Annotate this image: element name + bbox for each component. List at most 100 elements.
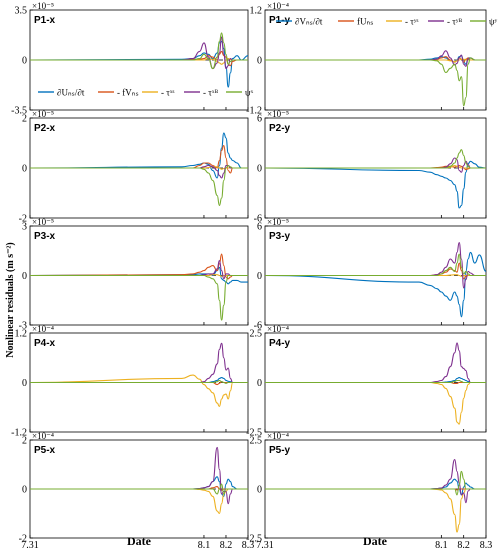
series-line-5	[30, 274, 248, 321]
y-tick-label: -2.5	[246, 534, 262, 545]
y-tick-label: 0	[257, 56, 262, 67]
legend-label: ψˣ	[245, 88, 254, 98]
y-tick-label: -2	[19, 214, 27, 225]
panel-title: P2-y	[269, 123, 291, 134]
x-tick-label: 8.2	[457, 540, 470, 548]
legend-label: - fVₙₛ	[117, 88, 139, 98]
x-tick-label: 7.31	[256, 540, 274, 548]
x-tick-label: 7.31	[21, 540, 39, 548]
series-line-4	[265, 50, 486, 67]
y-tick-label: 0	[257, 485, 262, 496]
series-group	[30, 253, 248, 321]
series-group	[30, 32, 248, 88]
series-line-4	[30, 446, 248, 505]
x-tick-label: 8.3	[480, 540, 493, 548]
series-group	[265, 241, 486, 318]
y-multiplier: ×10⁻⁵	[267, 109, 289, 119]
series-line-1	[30, 266, 248, 285]
y-tick-label: -6	[254, 321, 262, 332]
panel-p3-y: 6 0 -6 ×10⁻⁵ P3-y	[254, 217, 487, 332]
series-line-3	[265, 381, 486, 425]
legend-label: - τˣˢ	[161, 88, 174, 98]
y-tick-label: -3	[19, 321, 27, 332]
panel-title: P5-x	[34, 445, 56, 456]
legend-label: - τʸᴮ	[447, 17, 463, 27]
x-tick-label: 8.1	[198, 540, 211, 548]
y-tick-label: 6	[257, 222, 262, 233]
series-group	[30, 132, 248, 207]
series-line-3	[30, 374, 248, 407]
y-tick-label: 0	[22, 271, 27, 282]
y-multiplier: ×10⁻⁴	[267, 1, 289, 11]
y-tick-label: 0	[22, 485, 27, 496]
panel-title: P4-x	[34, 338, 56, 349]
legend-label: - τʸˢ	[405, 17, 419, 27]
panel-p5-y: 2.50-2.57.31 8.1 8.2 8.3×10⁻⁴P5-y	[246, 431, 492, 548]
panel-title: P5-y	[269, 445, 291, 456]
x-tick-label: 8.3	[242, 540, 255, 548]
series-line-5	[265, 253, 486, 277]
series-line-5	[30, 32, 248, 70]
series-group	[30, 446, 248, 515]
legend-label: - τˣᴮ	[203, 88, 218, 98]
x-tick-label: 8.2	[220, 540, 233, 548]
panel-p3-x: 3 0 -3 ×10⁻⁵ P3-x	[19, 217, 249, 332]
series-group	[265, 459, 486, 533]
y-tick-label: -1.2	[246, 106, 262, 117]
panel-p2-x: 2 0 -2 ×10⁻⁵ P2-x	[19, 109, 249, 225]
series-line-1	[265, 251, 486, 318]
y-axis-label: Nonlinear residuals (m s⁻²)	[5, 242, 16, 357]
x-tick-label: 8.1	[435, 540, 448, 548]
legend-label: ∂Uₙₛ/∂t	[57, 88, 85, 98]
panel-p4-y: 2.5 0 -2.5 ×10⁻⁴ P4-y	[246, 324, 487, 439]
series-line-3	[265, 488, 486, 533]
y-tick-label: 0	[257, 271, 262, 282]
y-tick-label: 3	[22, 222, 27, 233]
legend-label: fUₙₛ	[357, 17, 373, 27]
panel-title: P1-x	[34, 15, 56, 26]
y-tick-label: 3.5	[15, 6, 28, 17]
y-tick-label: -6	[254, 214, 262, 225]
legend-label: ∂Vₙₛ/∂t	[295, 17, 323, 27]
y-tick-label: 0	[257, 164, 262, 175]
series-line-4	[30, 260, 248, 280]
panel-p4-x: 1.2 0 -1.2 ×10⁻⁴ P4-x	[11, 324, 249, 439]
panel-title: P4-y	[269, 338, 291, 349]
y-tick-label: -2.5	[246, 428, 262, 439]
series-line-1	[30, 132, 248, 179]
y-tick-label: 1.2	[15, 329, 28, 340]
series-group	[30, 342, 248, 407]
y-tick-label: 6	[257, 114, 262, 125]
y-tick-label: 0	[257, 378, 262, 389]
panel-title: P2-x	[34, 123, 56, 134]
x-axis-label-right: Date	[363, 534, 388, 548]
series-line-1	[265, 478, 486, 496]
series-line-5	[30, 379, 248, 384]
y-tick-label: 0	[22, 56, 27, 67]
series-line-5	[265, 379, 486, 384]
series-line-5	[265, 470, 486, 496]
y-tick-label: 2.5	[250, 329, 263, 340]
panel-title: P3-x	[34, 231, 56, 242]
panel-title: P3-y	[269, 231, 291, 242]
x-axis-label-left: Date	[127, 534, 152, 548]
series-group	[265, 342, 486, 425]
y-tick-label: 0	[22, 378, 27, 389]
series-group	[265, 149, 486, 209]
series-line-1	[265, 160, 486, 209]
y-tick-label: 2	[22, 436, 27, 447]
y-tick-label: 0	[22, 164, 27, 175]
series-group	[265, 50, 486, 107]
y-multiplier: ×10⁻⁴	[32, 324, 54, 334]
y-tick-label: 2.5	[250, 436, 263, 447]
y-multiplier: ×10⁻⁵	[32, 109, 54, 119]
y-multiplier: ×10⁻⁴	[32, 431, 54, 441]
legend-x: ∂Uₙₛ/∂t - fVₙₛ - τˣˢ - τˣᴮ ψˣ	[38, 88, 254, 98]
panel-p5-x: 2 0 -27.31 8.1 8.2 8.3 ×10⁻⁴ P5-x	[19, 431, 255, 548]
legend-label: ψʸ	[489, 17, 498, 27]
y-multiplier: ×10⁻⁴	[267, 431, 289, 441]
series-line-4	[30, 342, 248, 384]
series-line-4	[265, 342, 486, 384]
y-tick-label: -2	[19, 534, 27, 545]
